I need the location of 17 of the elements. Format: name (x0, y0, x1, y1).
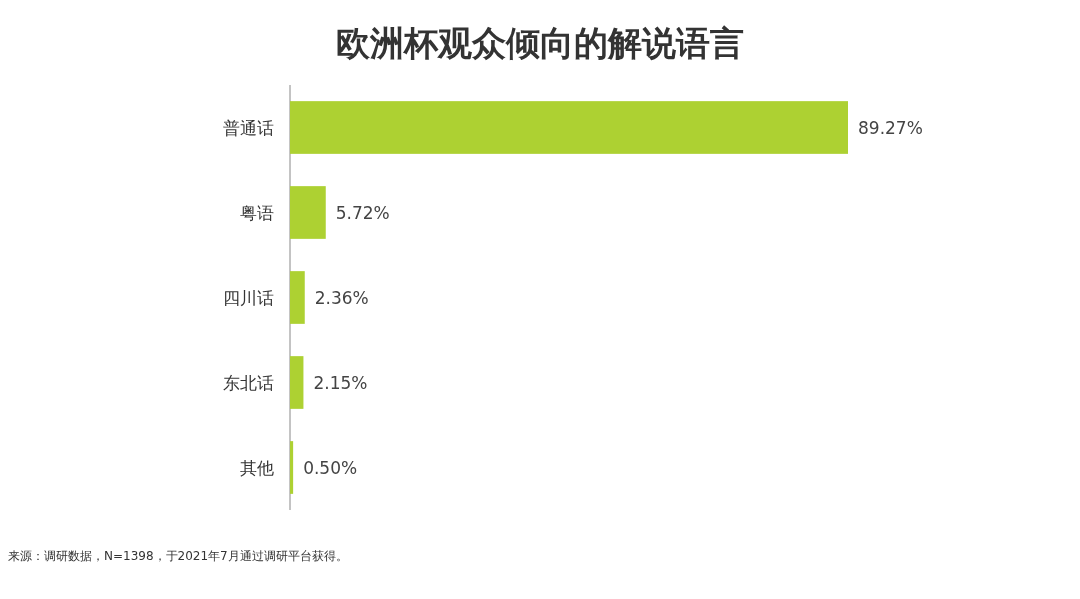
y-tick-label: 四川话 (223, 287, 274, 308)
chart-title: 欧洲杯观众倾向的解说语言 (336, 23, 744, 63)
y-tick-label: 粤语 (240, 202, 274, 223)
data-label: 2.15% (313, 372, 368, 393)
bar (290, 441, 294, 494)
data-label: 2.36% (314, 287, 369, 308)
source-note: 来源：调研数据，N=1398，于2021年7月通过调研平台获得。 (8, 549, 348, 563)
y-tick-label: 东北话 (223, 372, 274, 393)
bar (290, 271, 305, 324)
y-tick-label: 其他 (240, 457, 274, 478)
bar (290, 101, 848, 154)
y-tick-label: 普通话 (223, 117, 274, 138)
data-label: 0.50% (303, 457, 358, 478)
data-label: 5.72% (335, 202, 390, 223)
data-label: 89.27% (858, 117, 923, 138)
bar (290, 356, 304, 409)
bar (290, 186, 326, 239)
